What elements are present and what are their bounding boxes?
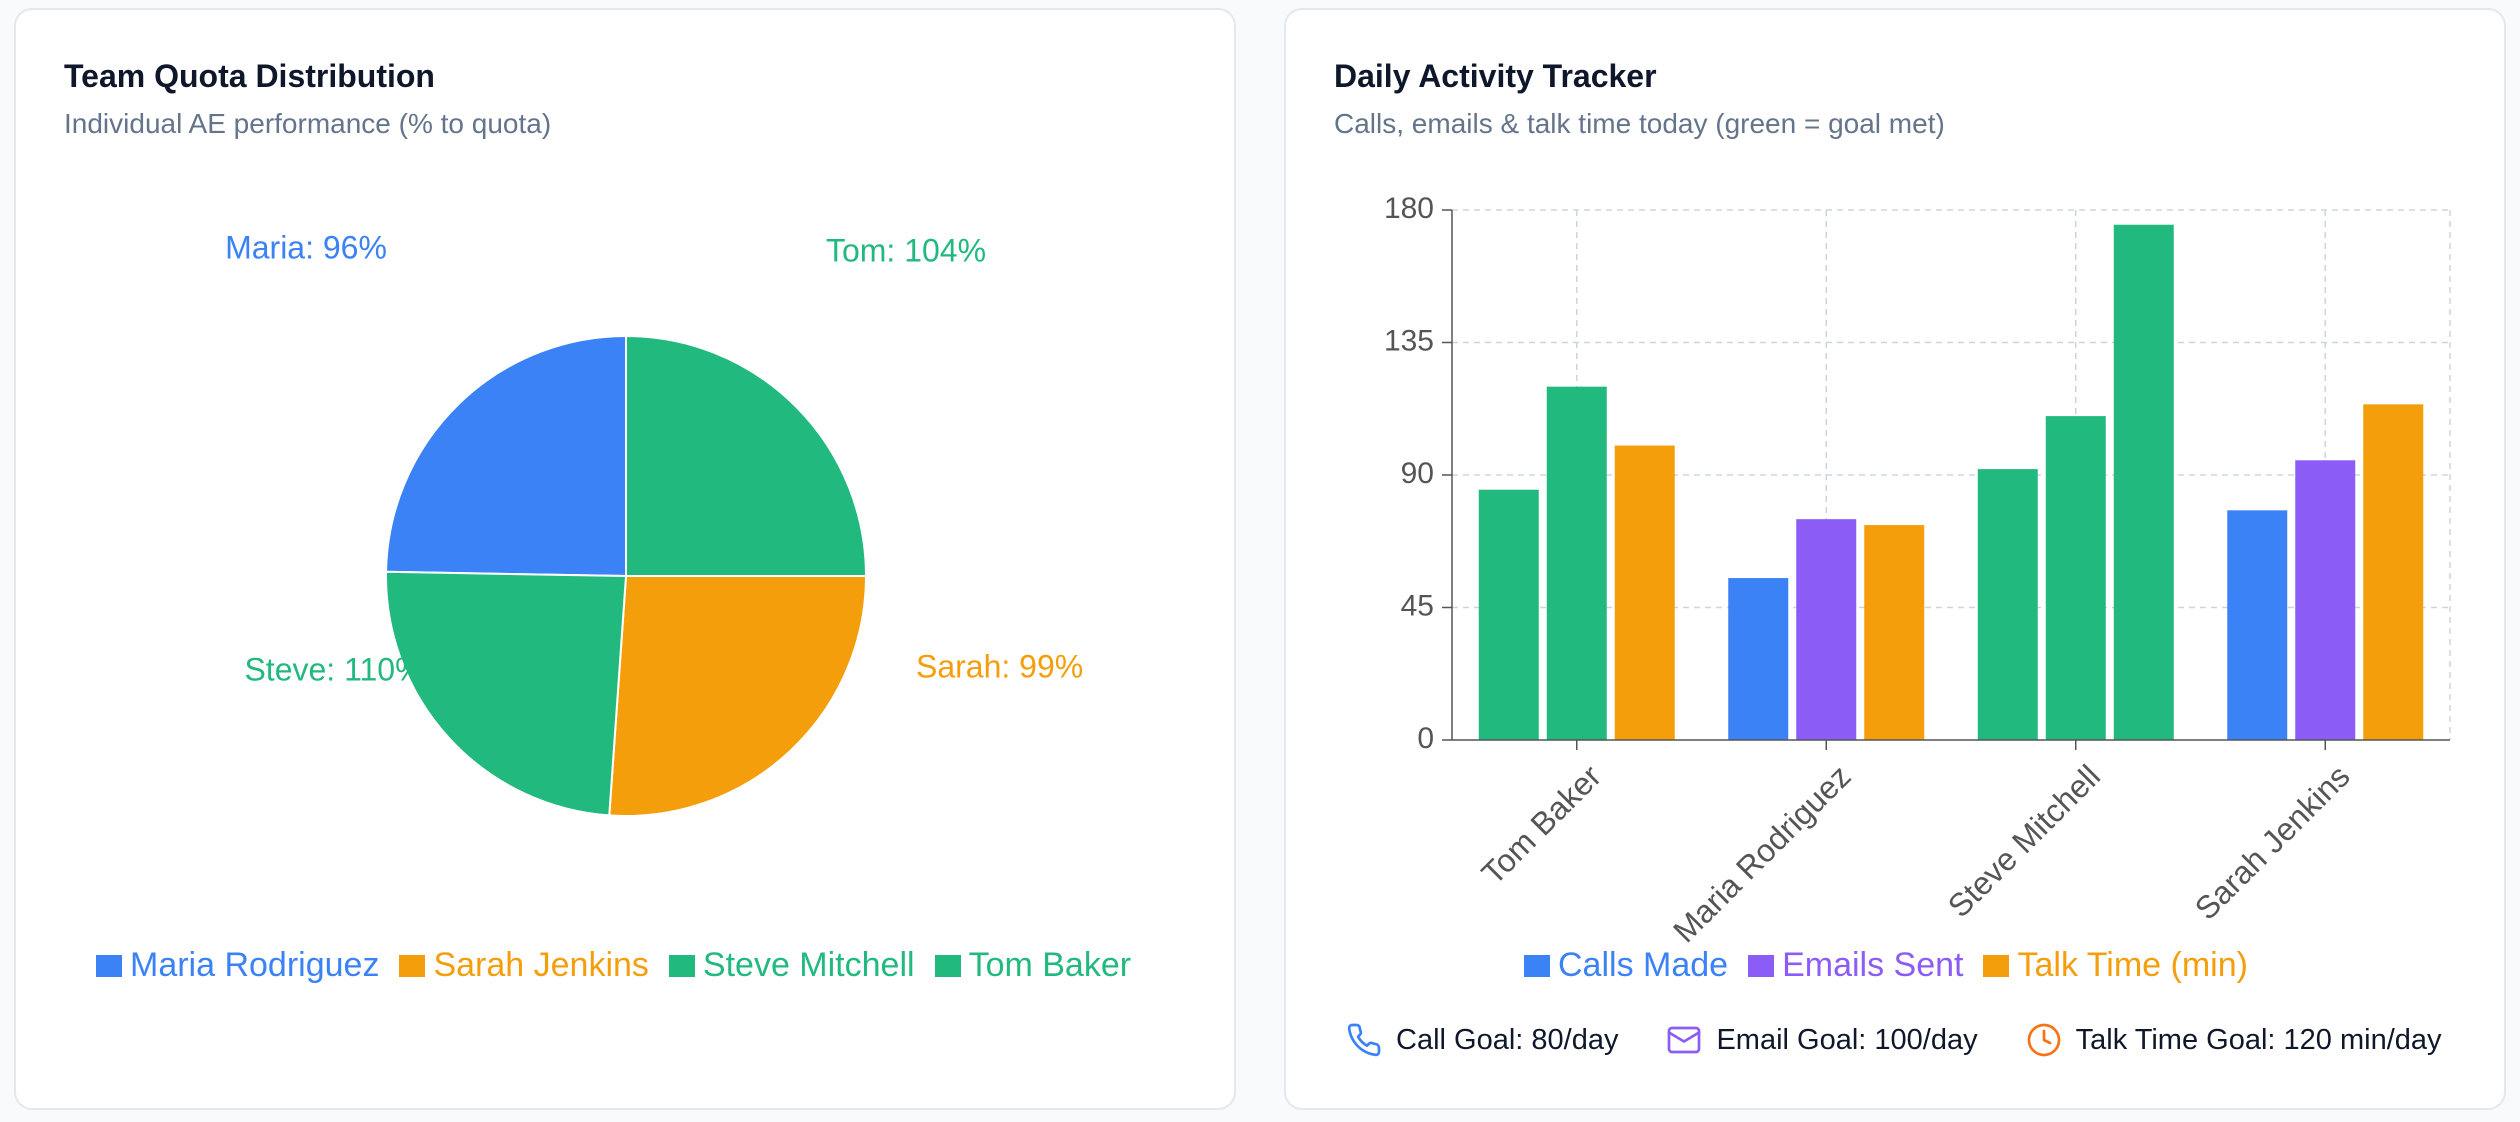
y-tick-label: 0 — [1417, 722, 1434, 755]
pie-slice-maria-rodriguez[interactable] — [385, 335, 632, 578]
goals-row: Call Goal: 80/day Email Goal: 100/day Ta… — [1346, 1022, 2442, 1058]
y-tick-label: 45 — [1401, 589, 1434, 622]
legend-swatch — [1983, 954, 2010, 977]
legend-item[interactable]: Steve Mitchell — [668, 946, 915, 985]
legend-item[interactable]: Calls Made — [1524, 946, 1728, 985]
legend-label: Maria Rodriguez — [130, 946, 380, 984]
x-tick-label: Steve Mitchell — [1941, 758, 2107, 924]
bar-emails-sent[interactable] — [2045, 416, 2106, 740]
card-title: Daily Activity Tracker — [1334, 58, 1657, 94]
legend-item[interactable]: Talk Time (min) — [1983, 946, 2248, 985]
talk-time-goal: Talk Time Goal: 120 min/day — [2026, 1022, 2442, 1058]
activity-tracker-card: Daily Activity Tracker Calls, emails & t… — [1284, 8, 2506, 1110]
pie-chart: Maria: 96% Sarah: 99% Steve: 110% Tom: 104% — [225, 229, 1083, 817]
x-tick-label: Sarah Jenkins — [2188, 758, 2357, 927]
bar-calls-made[interactable] — [1478, 489, 1539, 740]
phone-icon — [1347, 1023, 1381, 1057]
call-goal-label: Call Goal: 80/day — [1396, 1023, 1619, 1056]
legend-item[interactable]: Tom Baker — [934, 946, 1132, 985]
card-title: Team Quota Distribution — [64, 58, 435, 94]
bar-calls-made[interactable] — [1977, 469, 2038, 740]
pie-legend: Maria Rodriguez Sarah Jenkins Steve Mitche… — [96, 946, 1131, 985]
clock-icon — [2027, 1023, 2060, 1057]
pie-slice-tom-baker[interactable] — [625, 334, 868, 577]
talk-time-goal-label: Talk Time Goal: 120 min/day — [2075, 1023, 2442, 1056]
legend-label: Calls Made — [1558, 946, 1729, 984]
bar-calls-made[interactable] — [1728, 578, 1789, 740]
y-tick-label: 90 — [1401, 457, 1434, 490]
legend-label: Steve Mitchell — [702, 946, 915, 984]
legend-swatch — [668, 954, 695, 977]
legend-label: Sarah Jenkins — [433, 946, 649, 984]
call-goal: Call Goal: 80/day — [1346, 1022, 1618, 1058]
pie-slice-label: Maria: 96% — [225, 229, 387, 265]
y-tick-label: 135 — [1384, 324, 1434, 357]
bar-legend: Calls Made Emails Sent Talk Time (min) — [1524, 946, 2248, 985]
bar-talk-time-min[interactable] — [1614, 445, 1675, 740]
pie-slice-label: Steve: 110% — [244, 651, 423, 687]
legend-label: Tom Baker — [968, 946, 1132, 984]
bar-chart: 0 45 90 135 180 Tom Baker Maria Rodriguez Steve… — [1384, 192, 2451, 949]
y-tick-label: 180 — [1384, 192, 1434, 225]
legend-item[interactable]: Sarah Jenkins — [399, 946, 649, 985]
quota-distribution-card: Team Quota Distribution Individual AE pe… — [14, 8, 1236, 1110]
x-tick-label: Tom Baker — [1475, 758, 1609, 892]
email-goal-label: Email Goal: 100/day — [1716, 1023, 1978, 1056]
bar-talk-time-min[interactable] — [1864, 525, 1925, 740]
bar-talk-time-min[interactable] — [2113, 224, 2174, 740]
mail-icon — [1668, 1026, 1701, 1054]
bar-emails-sent[interactable] — [1546, 386, 1607, 740]
pie-slice-label: Sarah: 99% — [916, 648, 1083, 684]
legend-item[interactable]: Maria Rodriguez — [96, 946, 379, 985]
pie-slice-label: Tom: 104% — [826, 232, 986, 268]
legend-swatch — [96, 954, 122, 977]
bar-emails-sent[interactable] — [2295, 460, 2356, 740]
x-tick-label: Maria Rodriguez — [1666, 758, 1857, 949]
pie-slice-steve-mitchell[interactable] — [385, 570, 628, 817]
legend-item[interactable]: Emails Sent — [1748, 946, 1963, 985]
legend-swatch — [1748, 954, 1775, 977]
email-goal: Email Goal: 100/day — [1666, 1022, 1978, 1058]
pie-slice-sarah-jenkins[interactable] — [608, 570, 867, 817]
card-subtitle: Calls, emails & talk time today (green =… — [1334, 108, 1945, 139]
legend-label: Emails Sent — [1782, 946, 1964, 984]
legend-label: Talk Time (min) — [2017, 946, 2248, 984]
bar-talk-time-min[interactable] — [2363, 404, 2424, 740]
legend-swatch — [399, 954, 426, 977]
legend-swatch — [934, 954, 961, 977]
card-subtitle: Individual AE performance (% to quota) — [64, 108, 552, 139]
legend-swatch — [1524, 954, 1550, 977]
bar-calls-made[interactable] — [2227, 510, 2288, 740]
bar-emails-sent[interactable] — [1796, 519, 1857, 740]
